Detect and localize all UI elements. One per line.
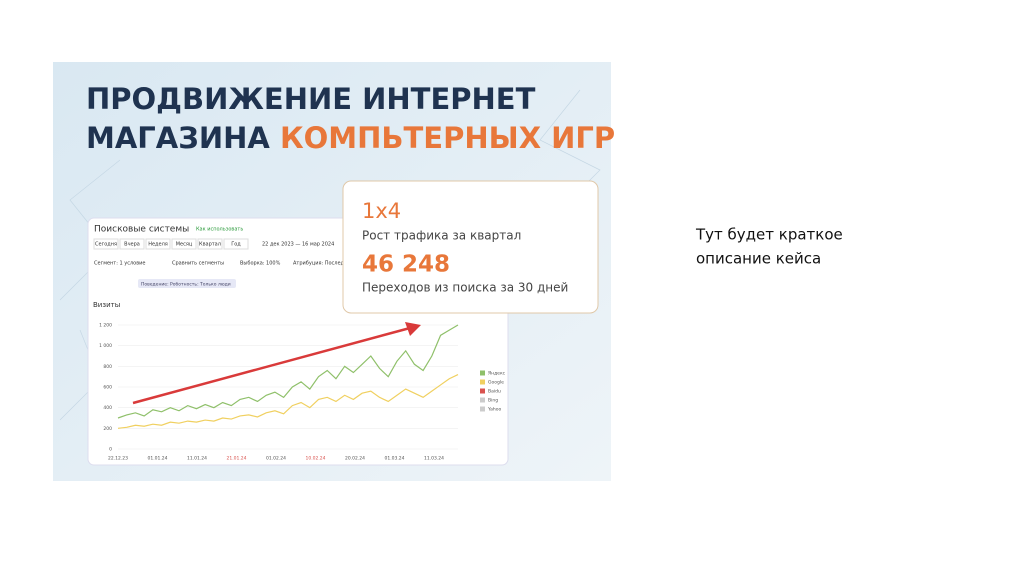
y-tick-label: 400 <box>103 405 112 411</box>
stat-label: Рост трафика за квартал <box>362 229 521 243</box>
help-link: Как использовать <box>196 227 243 233</box>
x-tick-label: 21.01.24 <box>226 456 246 462</box>
arrow-head <box>405 322 421 336</box>
filter: Сравнить сегменты <box>172 261 224 267</box>
legend-swatch <box>480 370 485 376</box>
legend-swatch <box>480 379 485 385</box>
date-range: 22 дек 2023 — 16 мар 2024 <box>262 242 334 248</box>
title: МАГАЗИНА КОМПЬТЕРНЫХ ИГР <box>86 121 615 155</box>
period-label: Вчера <box>124 242 140 248</box>
description: Тут будет краткое <box>695 226 843 244</box>
x-tick-label: 22.12.23 <box>108 456 128 462</box>
period-button <box>171 238 197 250</box>
y-tick-label: 1 000 <box>99 343 112 349</box>
period-button <box>93 238 119 250</box>
x-tick-label: 01.01.24 <box>147 456 167 462</box>
y-tick-label: 800 <box>103 364 112 370</box>
stat-value: 1x4 <box>362 199 401 223</box>
stat-label: Переходов из поиска за 30 дней <box>362 281 568 295</box>
legend-swatch <box>480 388 485 394</box>
legend-label: Яндекс <box>488 371 506 377</box>
metric: Визиты <box>93 301 120 309</box>
legend-label: Baidu <box>488 389 501 395</box>
period-label: Сегодня <box>95 242 117 248</box>
filter: Атрибуция: Последн <box>293 261 347 267</box>
x-tick-label: 01.03.24 <box>384 456 404 462</box>
x-tick-label: 01.02.24 <box>266 456 286 462</box>
series-line <box>117 374 459 429</box>
x-tick-label: 10.02.24 <box>305 456 325 462</box>
period-label: Месяц <box>176 242 193 248</box>
period-label: Неделя <box>148 242 168 248</box>
title: ПРОДВИЖЕНИЕ ИНТЕРНЕТ <box>86 82 536 116</box>
screenshot-title: Поисковые системы <box>94 225 189 235</box>
x-tick-label: 11.03.24 <box>424 456 444 462</box>
x-tick-label: 20.02.24 <box>345 456 365 462</box>
period-button <box>223 238 249 250</box>
period-button <box>197 238 223 250</box>
period-button <box>119 238 145 250</box>
filter: Сегмент: 1 условие <box>94 261 146 267</box>
legend-label: Yahoo <box>487 407 501 413</box>
y-tick-label: 600 <box>103 385 112 391</box>
period-label: Квартал <box>199 242 221 248</box>
legend-label: Bing <box>488 398 498 404</box>
segment: Поведение: Роботность: Только люди <box>141 282 231 288</box>
arrow <box>132 326 411 405</box>
period-button <box>145 238 171 250</box>
description: описание кейса <box>696 250 821 268</box>
x-tick-label: 11.01.24 <box>187 456 207 462</box>
series-line <box>117 324 459 419</box>
stats-card <box>342 180 599 314</box>
y-tick-label: 200 <box>103 426 112 432</box>
legend-swatch <box>480 397 485 403</box>
y-tick-label: 0 <box>109 447 112 453</box>
legend-swatch <box>480 406 485 412</box>
y-tick-label: 1 200 <box>99 323 112 329</box>
legend-label: Google <box>488 380 504 386</box>
segment-chip <box>138 279 236 288</box>
filter: Выборка: 100% <box>240 261 281 267</box>
period-label: Год <box>231 242 241 248</box>
stat-value: 46 248 <box>362 252 450 278</box>
